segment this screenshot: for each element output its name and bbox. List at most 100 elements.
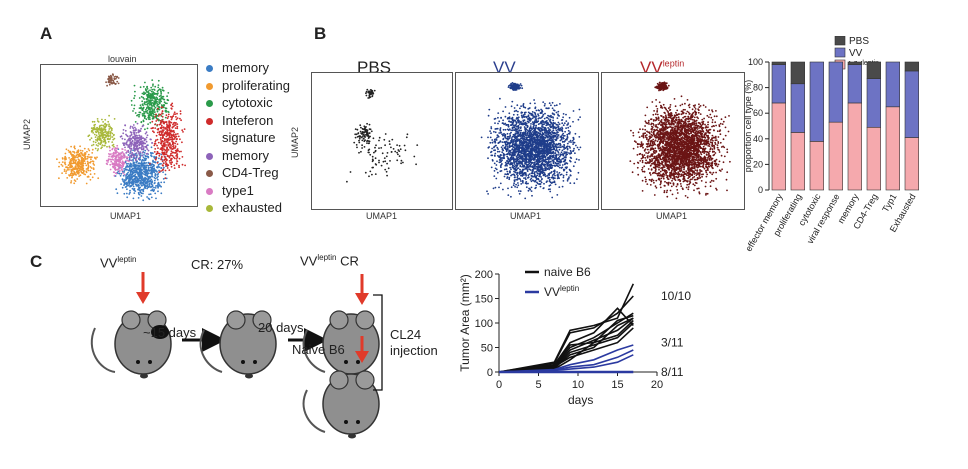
umap-pbs-xlabel: UMAP1 (366, 211, 398, 221)
panel-c-letter: C (30, 252, 43, 271)
cr-label: CR: 27% (191, 257, 244, 272)
injection-label: injection (390, 343, 438, 358)
bar-y-tick-label: 60 (753, 108, 763, 118)
line-x-tick-label: 5 (535, 379, 541, 391)
bar-segment (866, 126, 881, 191)
line-series (498, 319, 634, 373)
mouse1-label: VVleptin (100, 255, 136, 270)
line-y-tick-label: 100 (475, 318, 493, 330)
bar-segment (771, 61, 786, 65)
bar-y-tick-label: 80 (753, 83, 763, 93)
bar-segment (828, 121, 843, 191)
louvain-legend-item: exhausted (206, 200, 282, 215)
line-y-tick-label: 150 (475, 294, 493, 306)
line-annotation: 3/11 (661, 336, 684, 350)
louvain-legend-label: type1 (222, 182, 254, 198)
umap-a-ylabel: UMAP2 (22, 118, 32, 150)
louvain-legend-item: memory (206, 60, 269, 75)
line-x-axis-label: days (568, 393, 593, 407)
line-series (498, 283, 635, 373)
mouse1-label-sup: leptin (117, 255, 137, 264)
line-legend-label: naive B6 (544, 265, 591, 279)
umap-pbs-box (311, 72, 453, 210)
mouse-2 (199, 310, 277, 379)
legend-dot-icon (206, 187, 213, 195)
legend-dot-icon (206, 152, 213, 160)
louvain-legend-label: Inteferon (222, 112, 274, 128)
line-x-tick-label: 10 (572, 379, 584, 391)
bar-segment (866, 61, 881, 79)
line-series (498, 295, 634, 373)
bar-segment (847, 61, 862, 65)
legend-dot-icon (206, 82, 213, 90)
bar-segment (790, 132, 805, 191)
legend-dot-icon (206, 100, 213, 108)
bar-legend-label: PBS (849, 36, 869, 47)
louvain-legend: memory proliferating cytotoxic Inteferon sig… (206, 60, 316, 220)
bar-y-axis-label: proportion cell type (%) (745, 80, 753, 173)
bar-segment (771, 64, 786, 104)
louvain-legend-item: cytotoxic (206, 95, 273, 110)
vvleptin-title-sup: leptin (662, 58, 685, 69)
naive-b6-label: Naive B6 (292, 342, 345, 357)
cl24-label: CL24 (390, 327, 422, 342)
louvain-legend-label: proliferating (222, 77, 290, 93)
louvain-legend-label: cytotoxic (222, 95, 273, 110)
umap-pbs-ylabel: UMAP2 (290, 126, 300, 158)
louvain-legend-item: CD4-Treg (206, 165, 279, 180)
umap-scatter (629, 81, 731, 200)
bar-segment (885, 61, 900, 108)
line-x-tick-label: 0 (496, 379, 502, 391)
louvain-legend-item: Inteferon (206, 113, 273, 128)
line-annotation: 8/11 (661, 365, 684, 379)
louvain-legend-item: memory (206, 148, 269, 163)
legend-dot-icon (206, 170, 213, 178)
legend-dot-icon (206, 117, 213, 125)
legend-dot-icon (206, 65, 213, 73)
umap-vvleptin-box (601, 72, 745, 210)
mouse3-label-text: VV (300, 253, 318, 269)
line-legend-label: VVleptin (544, 284, 579, 299)
arrow1-label: ~15 days (143, 325, 197, 340)
legend-dot-icon (206, 205, 213, 213)
umap-vv-box (455, 72, 599, 210)
bar-segment (866, 78, 881, 128)
louvain-legend-label: exhausted (222, 200, 282, 215)
panel-b-letter: B (314, 24, 327, 43)
bar-y-tick-label: 0 (758, 185, 763, 195)
bar-segment (771, 102, 786, 191)
mouse3-label: VVleptin CR (300, 253, 359, 268)
tumor-area-line-chart: 0 50 100 150 200 0 5 10 15 20 days Tumor Area (mm²)… (458, 265, 691, 407)
bar-segment (904, 137, 919, 191)
mouse1-label-text: VV (100, 255, 118, 271)
mouse-4 (302, 370, 380, 439)
mouse-schematic (90, 272, 383, 439)
bar-legend-swatch (834, 36, 846, 46)
umap-vvleptin-xlabel: UMAP1 (656, 211, 688, 221)
bar-segment (809, 61, 824, 142)
umap-a-xlabel: UMAP1 (110, 211, 142, 221)
bar-y-tick-label: 100 (748, 57, 763, 67)
bar-segment (809, 141, 824, 191)
bar-y-tick-label: 20 (753, 159, 763, 169)
mouse-1 (90, 310, 172, 379)
bar-segment (828, 61, 843, 123)
bar-segment (790, 83, 805, 133)
arrow2-label: 20 days (258, 320, 304, 335)
proportion-bar-chart: PBSVVVVleptin020406080100proportion cell… (745, 36, 919, 253)
louvain-legend-item: type1 (206, 183, 254, 198)
louvain-legend-item: proliferating (206, 78, 290, 93)
louvain-legend-label: memory (222, 60, 269, 75)
umap-scatter (480, 82, 582, 200)
line-y-tick-label: 0 (487, 367, 493, 379)
line-x-tick-label: 20 (651, 379, 663, 391)
bar-segment (904, 70, 919, 138)
line-y-tick-label: 200 (475, 269, 493, 281)
bar-segment (847, 64, 862, 104)
line-y-tick-label: 50 (481, 343, 493, 355)
louvain-title: louvain (108, 54, 137, 64)
bar-segment (790, 61, 805, 85)
bar-segment (904, 61, 919, 72)
mouse3-label-sup: leptin (317, 253, 337, 262)
line-x-tick-label: 15 (611, 379, 623, 391)
